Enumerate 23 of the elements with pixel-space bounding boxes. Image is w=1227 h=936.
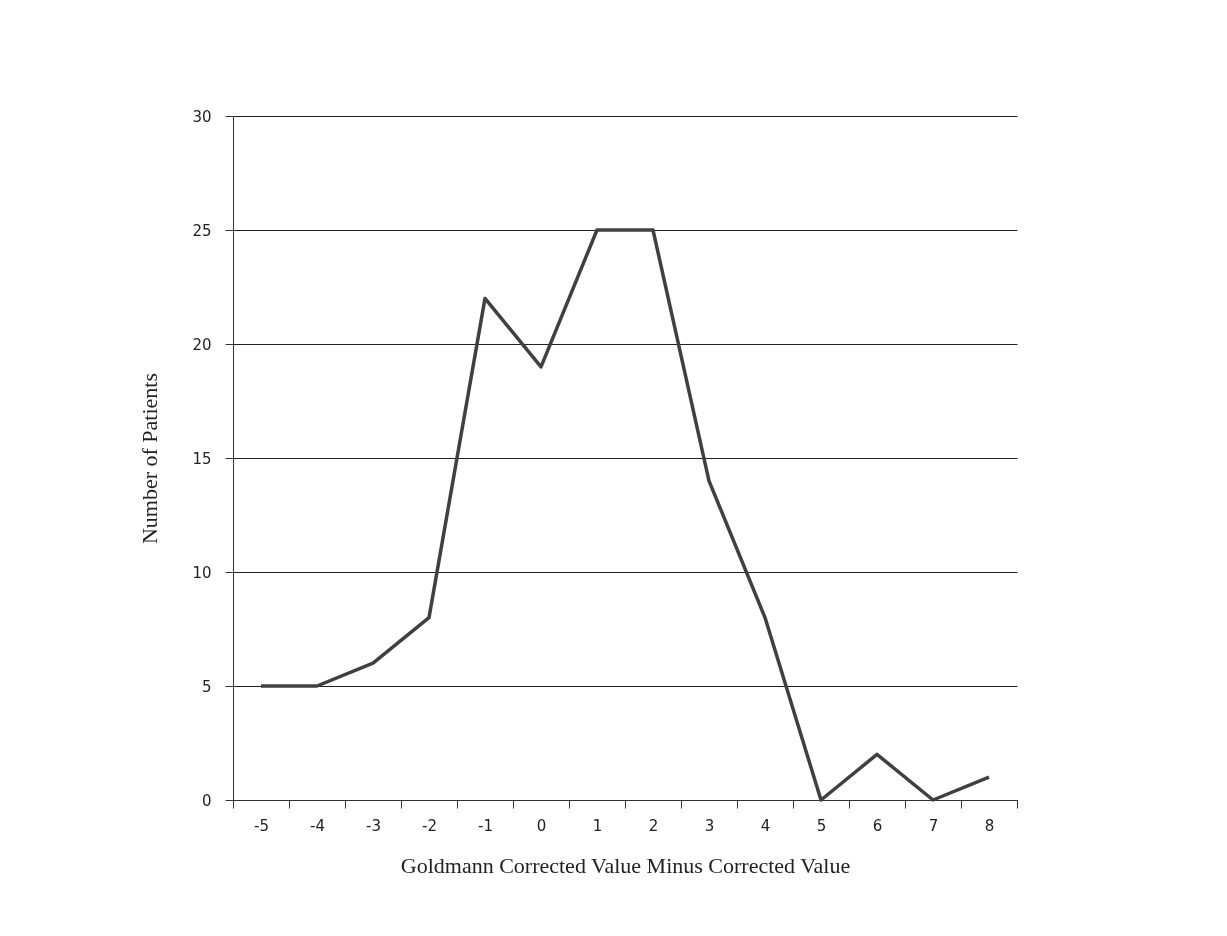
y-tick-label: 30 [192, 107, 212, 126]
x-axis-title: Goldmann Corrected Value Minus Corrected Value [400, 852, 851, 878]
x-tick-label: 0 [536, 816, 547, 835]
y-tick-label: 15 [192, 449, 212, 468]
y-tick-label: 25 [192, 221, 212, 240]
x-tick-label: -4 [310, 816, 325, 835]
y-axis-title: Number of Patients [137, 372, 163, 545]
x-tick-label: 2 [648, 816, 659, 835]
y-tick-label: 10 [192, 563, 212, 582]
x-tick-label: 8 [984, 816, 995, 835]
x-tick-label: 1 [592, 816, 603, 835]
x-tick-label: -1 [478, 816, 493, 835]
x-tick-label: -5 [254, 816, 269, 835]
x-tick-label: 7 [928, 816, 939, 835]
x-tick-label: 5 [816, 816, 827, 835]
x-tick-label: 3 [704, 816, 715, 835]
x-tick-label: -3 [366, 816, 381, 835]
x-tick-label: 6 [872, 816, 883, 835]
x-tick-label: 4 [760, 816, 771, 835]
y-tick-label: 5 [201, 677, 212, 696]
x-tick-label: -2 [422, 816, 437, 835]
y-tick-label: 20 [192, 335, 212, 354]
y-tick-label: 0 [201, 791, 212, 810]
